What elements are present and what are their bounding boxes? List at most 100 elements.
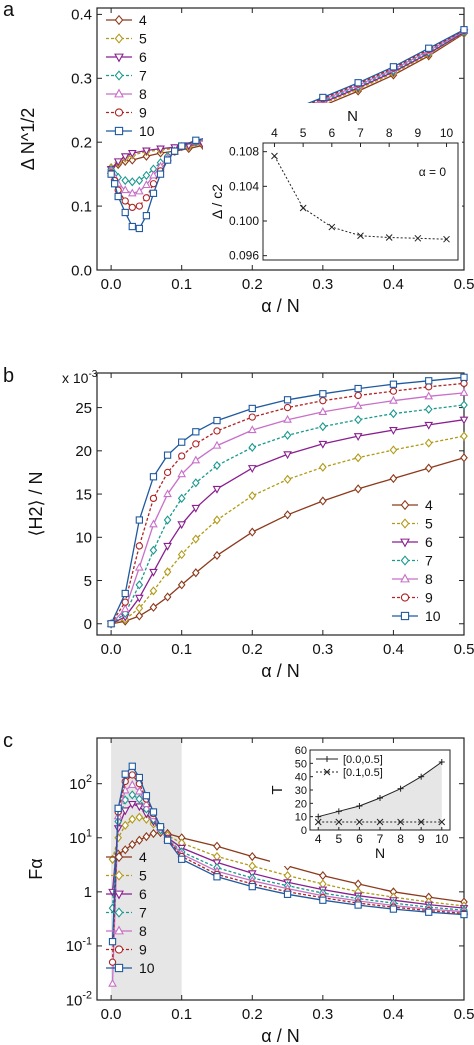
inset-y-tick-label: 20 xyxy=(295,798,307,810)
x-tick-label: 0.0 xyxy=(101,276,122,293)
data-point xyxy=(460,373,468,381)
data-point xyxy=(283,474,292,484)
data-point xyxy=(247,465,257,473)
data-point xyxy=(121,820,130,830)
inset-data-point xyxy=(417,818,425,826)
inset-data-point xyxy=(418,773,425,780)
data-point xyxy=(318,407,328,415)
data-point xyxy=(424,391,434,400)
inset-y-tick-label: 50 xyxy=(295,758,307,770)
data-point xyxy=(128,177,137,187)
data-point xyxy=(389,380,398,388)
data-point xyxy=(121,589,129,598)
data-point xyxy=(192,440,200,448)
data-point xyxy=(170,147,179,155)
data-point xyxy=(135,224,143,233)
inset-y-tick-label: 60 xyxy=(295,745,307,757)
data-point xyxy=(192,136,200,144)
data-point xyxy=(163,468,172,477)
data-point xyxy=(107,170,115,178)
x-tick-label: 0.3 xyxy=(312,1006,333,1023)
legend-label: 8 xyxy=(139,86,147,102)
x-tick-label: 0.2 xyxy=(242,276,263,293)
data-point xyxy=(163,451,172,459)
legend-label: 7 xyxy=(139,68,147,84)
data-point xyxy=(178,142,186,150)
legend-marker xyxy=(400,555,410,566)
data-point xyxy=(149,602,158,612)
data-point xyxy=(121,208,129,217)
data-point xyxy=(424,438,433,448)
data-point xyxy=(163,489,172,498)
data-point xyxy=(149,494,158,503)
series-6 xyxy=(106,416,469,629)
data-point xyxy=(135,611,144,621)
legend-label: 10 xyxy=(139,123,155,139)
legend-marker xyxy=(114,890,124,900)
series-9 xyxy=(107,379,468,628)
legend-marker xyxy=(114,907,124,918)
data-point xyxy=(149,170,158,179)
inset-x-axis-label: N xyxy=(347,108,358,125)
data-point xyxy=(354,391,362,400)
data-point xyxy=(213,550,221,561)
inset-x-tick-label: 8 xyxy=(397,832,404,846)
inset-x-tick-label: 7 xyxy=(377,832,384,846)
legend-marker xyxy=(114,851,124,863)
x-tick-label: 0.3 xyxy=(312,276,333,293)
data-point xyxy=(212,440,222,449)
data-point xyxy=(107,620,115,628)
data-point xyxy=(318,440,328,449)
legend-marker xyxy=(114,53,124,63)
data-point xyxy=(283,430,292,440)
data-point xyxy=(177,580,186,590)
inset-x-tick-label: 10 xyxy=(440,126,454,140)
data-point xyxy=(120,185,130,194)
x-tick-label: 0.1 xyxy=(171,641,192,658)
data-point xyxy=(121,598,129,606)
series-10 xyxy=(107,373,468,628)
legend-marker xyxy=(114,963,124,973)
data-point xyxy=(213,873,221,881)
data-point xyxy=(354,484,362,494)
data-point xyxy=(149,828,158,839)
legend-label: 5 xyxy=(139,868,147,884)
legend-label: 7 xyxy=(139,905,147,921)
data-point xyxy=(389,387,398,395)
inset-annotation: α = 0 xyxy=(419,165,447,179)
data-point xyxy=(142,212,151,220)
inset-y-tick-label: 30 xyxy=(295,785,307,797)
legend-label: 4 xyxy=(139,12,147,28)
data-point xyxy=(283,403,292,412)
data-point xyxy=(163,836,172,844)
data-point xyxy=(425,383,433,391)
data-point xyxy=(319,879,327,889)
y-axis-label: Fα xyxy=(26,858,46,879)
data-point xyxy=(177,521,187,530)
x-tick-label: 0.0 xyxy=(101,641,122,658)
data-point xyxy=(248,491,257,501)
data-point xyxy=(424,463,433,473)
data-point xyxy=(177,550,186,560)
data-point xyxy=(178,438,186,446)
inset-data-point xyxy=(314,818,322,826)
data-point xyxy=(213,515,221,525)
data-point xyxy=(127,150,137,158)
inset-legend-marker xyxy=(323,768,331,776)
inset-data-point xyxy=(271,152,278,160)
data-point xyxy=(128,790,137,800)
inset-x-tick-label: 6 xyxy=(328,126,335,140)
data-point xyxy=(389,395,398,404)
data-point xyxy=(120,604,130,613)
legend-label: 5 xyxy=(425,516,433,532)
data-point xyxy=(191,504,201,513)
data-point xyxy=(128,814,137,824)
inset-y-tick-label: 0.096 xyxy=(229,249,259,263)
data-point xyxy=(135,594,144,603)
x-tick-label: 0.2 xyxy=(242,1006,263,1023)
series-7 xyxy=(107,400,468,629)
data-point xyxy=(213,427,221,435)
data-point xyxy=(354,453,362,463)
inset-x-tick-label: 5 xyxy=(300,126,307,140)
legend-marker xyxy=(114,14,124,26)
